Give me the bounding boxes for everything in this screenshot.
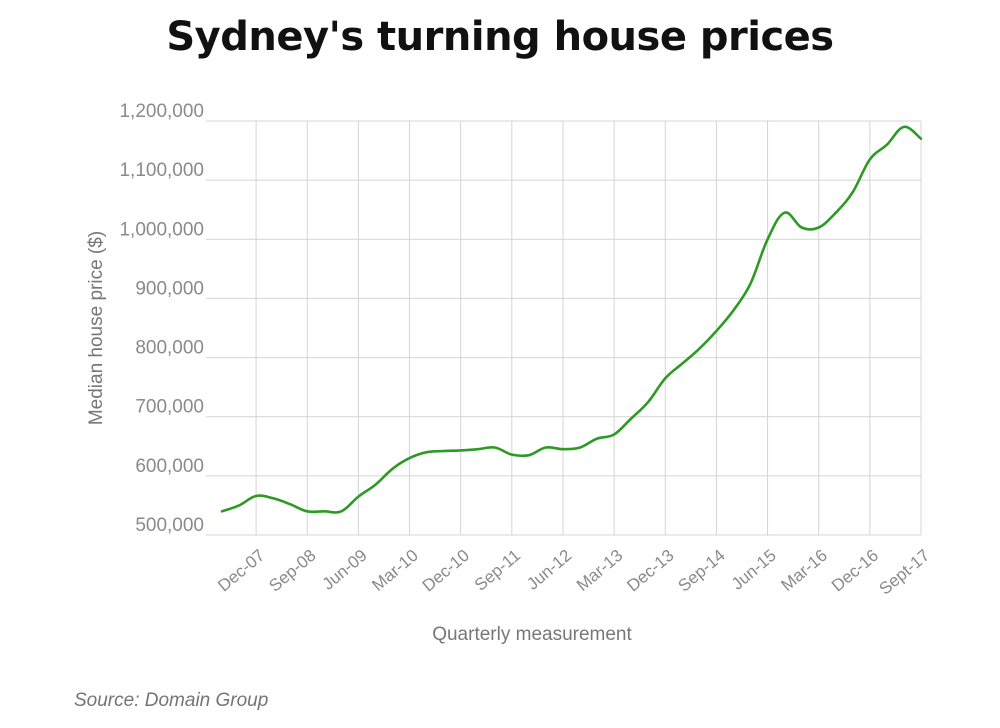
x-tick-label: Mar-13 (573, 546, 626, 595)
y-tick-label: 900,000 (135, 278, 204, 299)
series-layer (220, 125, 923, 514)
x-tick-label: Sep-11 (471, 546, 524, 595)
series-line-median-house-price (220, 125, 923, 514)
y-tick-label: 600,000 (135, 456, 204, 477)
y-tick-label: 1,000,000 (119, 219, 204, 240)
source-note: Source: Domain Group (74, 690, 269, 711)
grid (206, 120, 922, 536)
x-tick-label: Dec-07 (214, 546, 268, 596)
y-tick-label: 500,000 (135, 515, 204, 536)
y-tick-label: 700,000 (135, 397, 204, 418)
x-tick-label: Sep-14 (674, 546, 728, 596)
x-tick-label: Mar-16 (778, 546, 831, 595)
x-tick-label: Jun-09 (319, 546, 371, 594)
y-axis-ticks: 500,000 600,000 700,000 800,000 900,000 1,000… (119, 101, 204, 536)
chart-title: Sydney's turning house prices (166, 14, 834, 60)
x-tick-label: Dec-16 (828, 546, 882, 596)
x-tick-label: Dec-10 (419, 546, 473, 596)
y-tick-label: 1,100,000 (119, 160, 204, 181)
x-tick-label: Mar-10 (368, 546, 421, 595)
y-axis-label: Median house price ($) (86, 231, 107, 425)
x-tick-label: Jun-15 (728, 546, 780, 594)
x-tick-label: Sept-17 (875, 546, 933, 599)
x-axis-label: Quarterly measurement (432, 624, 632, 645)
y-tick-label: 1,200,000 (119, 101, 204, 122)
x-tick-label: Jun-12 (523, 546, 575, 594)
x-tick-label: Sep-08 (265, 546, 319, 596)
y-tick-label: 800,000 (135, 338, 204, 359)
x-tick-label: Dec-13 (623, 546, 677, 596)
